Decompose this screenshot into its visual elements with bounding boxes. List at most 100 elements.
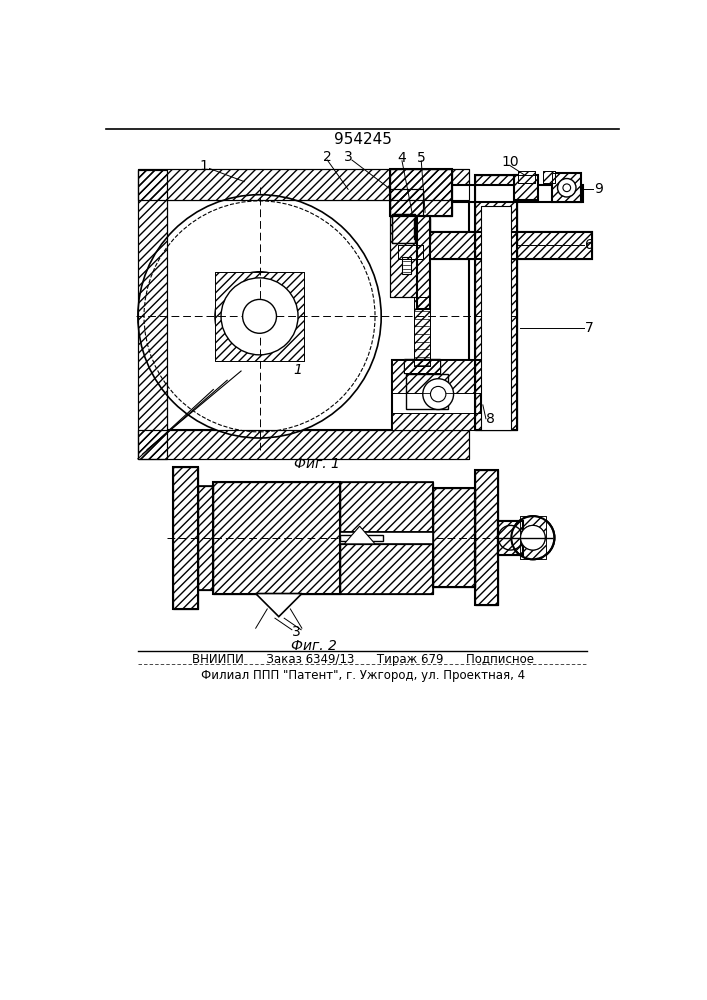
Bar	[552, 173, 581, 202]
Bar	[520, 516, 546, 559]
Bar	[138, 430, 469, 459]
Bar	[518, 171, 535, 183]
Bar	[390, 169, 452, 216]
Bar	[475, 175, 518, 430]
Bar	[392, 413, 481, 430]
Bar	[414, 297, 431, 366]
Bar	[340, 544, 433, 594]
Bar	[543, 171, 555, 183]
Bar	[173, 466, 198, 609]
Bar	[173, 466, 198, 609]
Bar	[433, 488, 475, 587]
Bar	[138, 170, 167, 459]
Bar	[416, 216, 431, 309]
Bar	[138, 170, 167, 459]
Bar	[392, 360, 481, 393]
Bar	[404, 359, 440, 373]
Bar	[481, 206, 511, 430]
Bar	[518, 171, 535, 183]
Bar	[475, 175, 518, 430]
Bar	[552, 173, 581, 202]
Bar	[138, 169, 469, 200]
Bar	[392, 360, 481, 430]
Text: 4: 4	[397, 151, 407, 165]
Bar	[498, 521, 523, 555]
Bar	[423, 232, 592, 259]
Bar	[475, 175, 518, 430]
Circle shape	[520, 525, 545, 550]
Bar	[392, 413, 481, 430]
Bar	[340, 544, 433, 594]
Bar	[423, 232, 592, 259]
Bar	[167, 200, 469, 430]
Bar	[514, 175, 538, 200]
Bar	[138, 169, 469, 200]
Circle shape	[498, 525, 523, 550]
Circle shape	[511, 516, 554, 559]
Bar	[198, 486, 214, 590]
Bar	[198, 486, 214, 590]
Circle shape	[558, 179, 576, 197]
Text: 6: 6	[585, 238, 594, 252]
Bar	[398, 245, 423, 259]
Bar	[340, 544, 433, 594]
Text: 7: 7	[585, 321, 593, 335]
Bar	[433, 488, 475, 587]
Bar	[423, 232, 592, 259]
Text: 1: 1	[293, 363, 303, 377]
Bar	[404, 359, 440, 373]
Bar	[498, 521, 523, 555]
Circle shape	[520, 525, 545, 550]
Bar	[416, 216, 431, 309]
Bar	[423, 232, 592, 259]
Bar	[543, 171, 555, 183]
Bar	[414, 297, 431, 366]
Circle shape	[431, 386, 446, 402]
Bar	[214, 482, 340, 594]
Bar	[406, 374, 448, 409]
Bar	[340, 482, 433, 532]
Bar	[514, 175, 538, 200]
Bar	[215, 272, 304, 361]
Text: Фиг. 2: Фиг. 2	[291, 639, 337, 653]
Bar	[514, 175, 538, 200]
Circle shape	[138, 195, 381, 438]
Bar	[214, 482, 340, 594]
Text: Филиал ППП "Патент", г. Ужгород, ул. Проектная, 4: Филиал ППП "Патент", г. Ужгород, ул. Про…	[201, 669, 525, 682]
Bar	[138, 170, 167, 459]
Text: Фиг. 1: Фиг. 1	[294, 457, 340, 471]
Bar	[214, 482, 340, 594]
Bar	[138, 430, 469, 459]
Bar	[475, 470, 498, 605]
Circle shape	[423, 379, 454, 410]
Circle shape	[215, 272, 304, 361]
Bar	[138, 430, 469, 459]
Bar	[392, 413, 481, 430]
Bar	[520, 516, 546, 559]
Bar	[552, 173, 581, 202]
Circle shape	[563, 184, 571, 192]
Bar	[340, 532, 433, 544]
Bar	[390, 169, 452, 216]
Bar	[215, 272, 304, 361]
Bar	[416, 216, 431, 309]
Bar	[475, 470, 498, 605]
Bar	[433, 488, 475, 587]
Text: ВНИИПИ      Заказ 6349/13      Тираж 679      Подписное: ВНИИПИ Заказ 6349/13 Тираж 679 Подписное	[192, 652, 534, 666]
Bar	[452, 185, 583, 202]
Text: 5: 5	[417, 151, 426, 165]
Bar	[475, 470, 498, 605]
Text: 954245: 954245	[334, 132, 392, 147]
Polygon shape	[256, 594, 302, 617]
Text: 10: 10	[501, 155, 519, 169]
Bar	[514, 175, 538, 200]
Bar	[498, 521, 523, 555]
Text: 3: 3	[344, 150, 353, 164]
Text: 3: 3	[292, 625, 301, 639]
Bar	[390, 189, 423, 297]
Bar	[138, 169, 469, 200]
Bar	[498, 521, 523, 555]
Bar	[552, 173, 581, 202]
Bar	[475, 470, 498, 605]
Bar	[433, 488, 475, 587]
